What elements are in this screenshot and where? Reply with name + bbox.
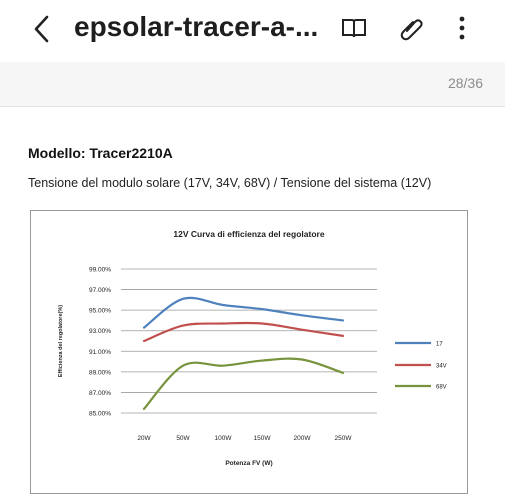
y-tick-label: 89.00% xyxy=(89,369,111,376)
x-axis-title: Potenza FV (W) xyxy=(225,460,272,467)
x-tick-label: 100W xyxy=(215,435,233,442)
model-heading: Modello: Tracer2210A xyxy=(28,145,173,161)
book-icon xyxy=(342,19,366,38)
x-tick-label: 20W xyxy=(137,435,151,442)
series-line-68V xyxy=(142,357,345,410)
app-toolbar: epsolar-tracer-a-... xyxy=(0,0,505,62)
legend-label-68V: 68V xyxy=(436,385,447,391)
y-tick-label: 91.00% xyxy=(89,349,111,356)
series-line-34V xyxy=(142,321,345,343)
document-title: epsolar-tracer-a-... xyxy=(74,11,319,42)
attach-button[interactable] xyxy=(398,14,426,42)
y-tick-label: 85.00% xyxy=(89,411,111,418)
legend-label-17: 17 xyxy=(436,342,443,348)
page-indicator-bar: 28/36 xyxy=(0,62,505,107)
y-tick-label: 97.00% xyxy=(89,287,111,294)
x-tick-label: 50W xyxy=(176,435,190,442)
back-button[interactable] xyxy=(28,12,56,46)
document-page: Modello: Tracer2210A Tensione del modulo… xyxy=(0,107,505,500)
y-tick-label: 93.00% xyxy=(89,328,111,335)
efficiency-chart-svg: 12V Curva di efficienza del regolatore 99… xyxy=(58,229,447,467)
x-tick-label: 250W xyxy=(335,435,353,442)
x-tick-label: 150W xyxy=(254,435,272,442)
more-options-button[interactable] xyxy=(448,14,476,42)
legend-label-34V: 34V xyxy=(436,364,447,370)
series-line-17 xyxy=(142,296,345,329)
y-tick-label: 87.00% xyxy=(89,390,111,397)
y-tick-label: 95.00% xyxy=(89,308,111,315)
back-chevron-icon xyxy=(34,15,49,43)
x-tick-label: 200W xyxy=(294,435,312,442)
efficiency-chart: 12V Curva di efficienza del regolatore 99… xyxy=(30,210,468,494)
chart-title: 12V Curva di efficienza del regolatore xyxy=(173,229,324,239)
more-vert-icon xyxy=(459,16,465,40)
y-tick-label: 99.00% xyxy=(89,267,111,274)
paperclip-icon xyxy=(400,19,423,41)
reading-mode-button[interactable] xyxy=(340,14,368,42)
page-indicator: 28/36 xyxy=(447,75,483,91)
voltage-subtitle: Tensione del modulo solare (17V, 34V, 68… xyxy=(28,176,432,190)
y-axis-title: Efficienza del regolatore(%) xyxy=(58,305,64,377)
